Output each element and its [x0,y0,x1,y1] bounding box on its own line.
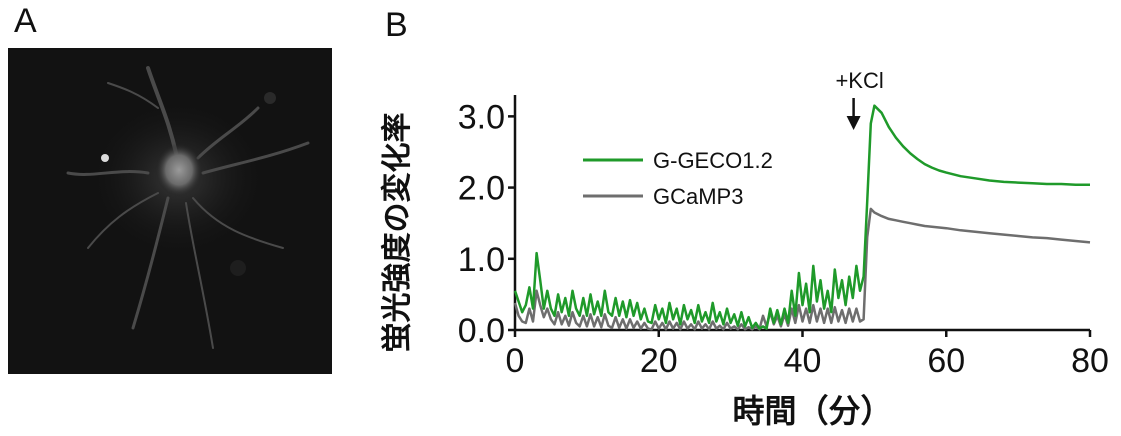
y-axis-label-group: 蛍光強度の変化率 [380,113,415,353]
neuron-micrograph [8,48,332,374]
y-tick-label: 2.0 [458,170,505,208]
series-layer [513,104,1091,331]
kcl-arrow-head [846,116,861,130]
legend: G-GECO1.2 GCaMP3 [583,148,773,209]
series-line-g-geco1-2 [513,104,1090,330]
series-line-gcamp3 [513,207,1091,331]
x-tick-label: 0 [506,342,525,380]
legend-label: GCaMP3 [653,184,743,209]
panel-label-b: B [385,6,408,44]
y-tick-label: 3.0 [458,98,505,136]
neuron-image [66,66,310,349]
panel-label-a: A [14,2,37,40]
x-tick-label: 20 [640,342,678,380]
kcl-annotation-label: +KCl [835,68,883,93]
x-tick-label: 40 [784,342,822,380]
annotation-kcl: +KCl [835,68,884,130]
x-tick-label: 80 [1071,342,1109,380]
x-tick-label: 60 [927,342,965,380]
y-axis-label: 蛍光強度の変化率 [380,113,415,353]
x-axis-label: 時間（分） [732,392,892,430]
axes: 0 20 40 60 80 0.0 1.0 2.0 3.0 [458,95,1109,380]
legend-label: G-GECO1.2 [653,148,773,173]
y-tick-label: 1.0 [458,241,505,279]
y-tick-label: 0.0 [458,312,505,350]
